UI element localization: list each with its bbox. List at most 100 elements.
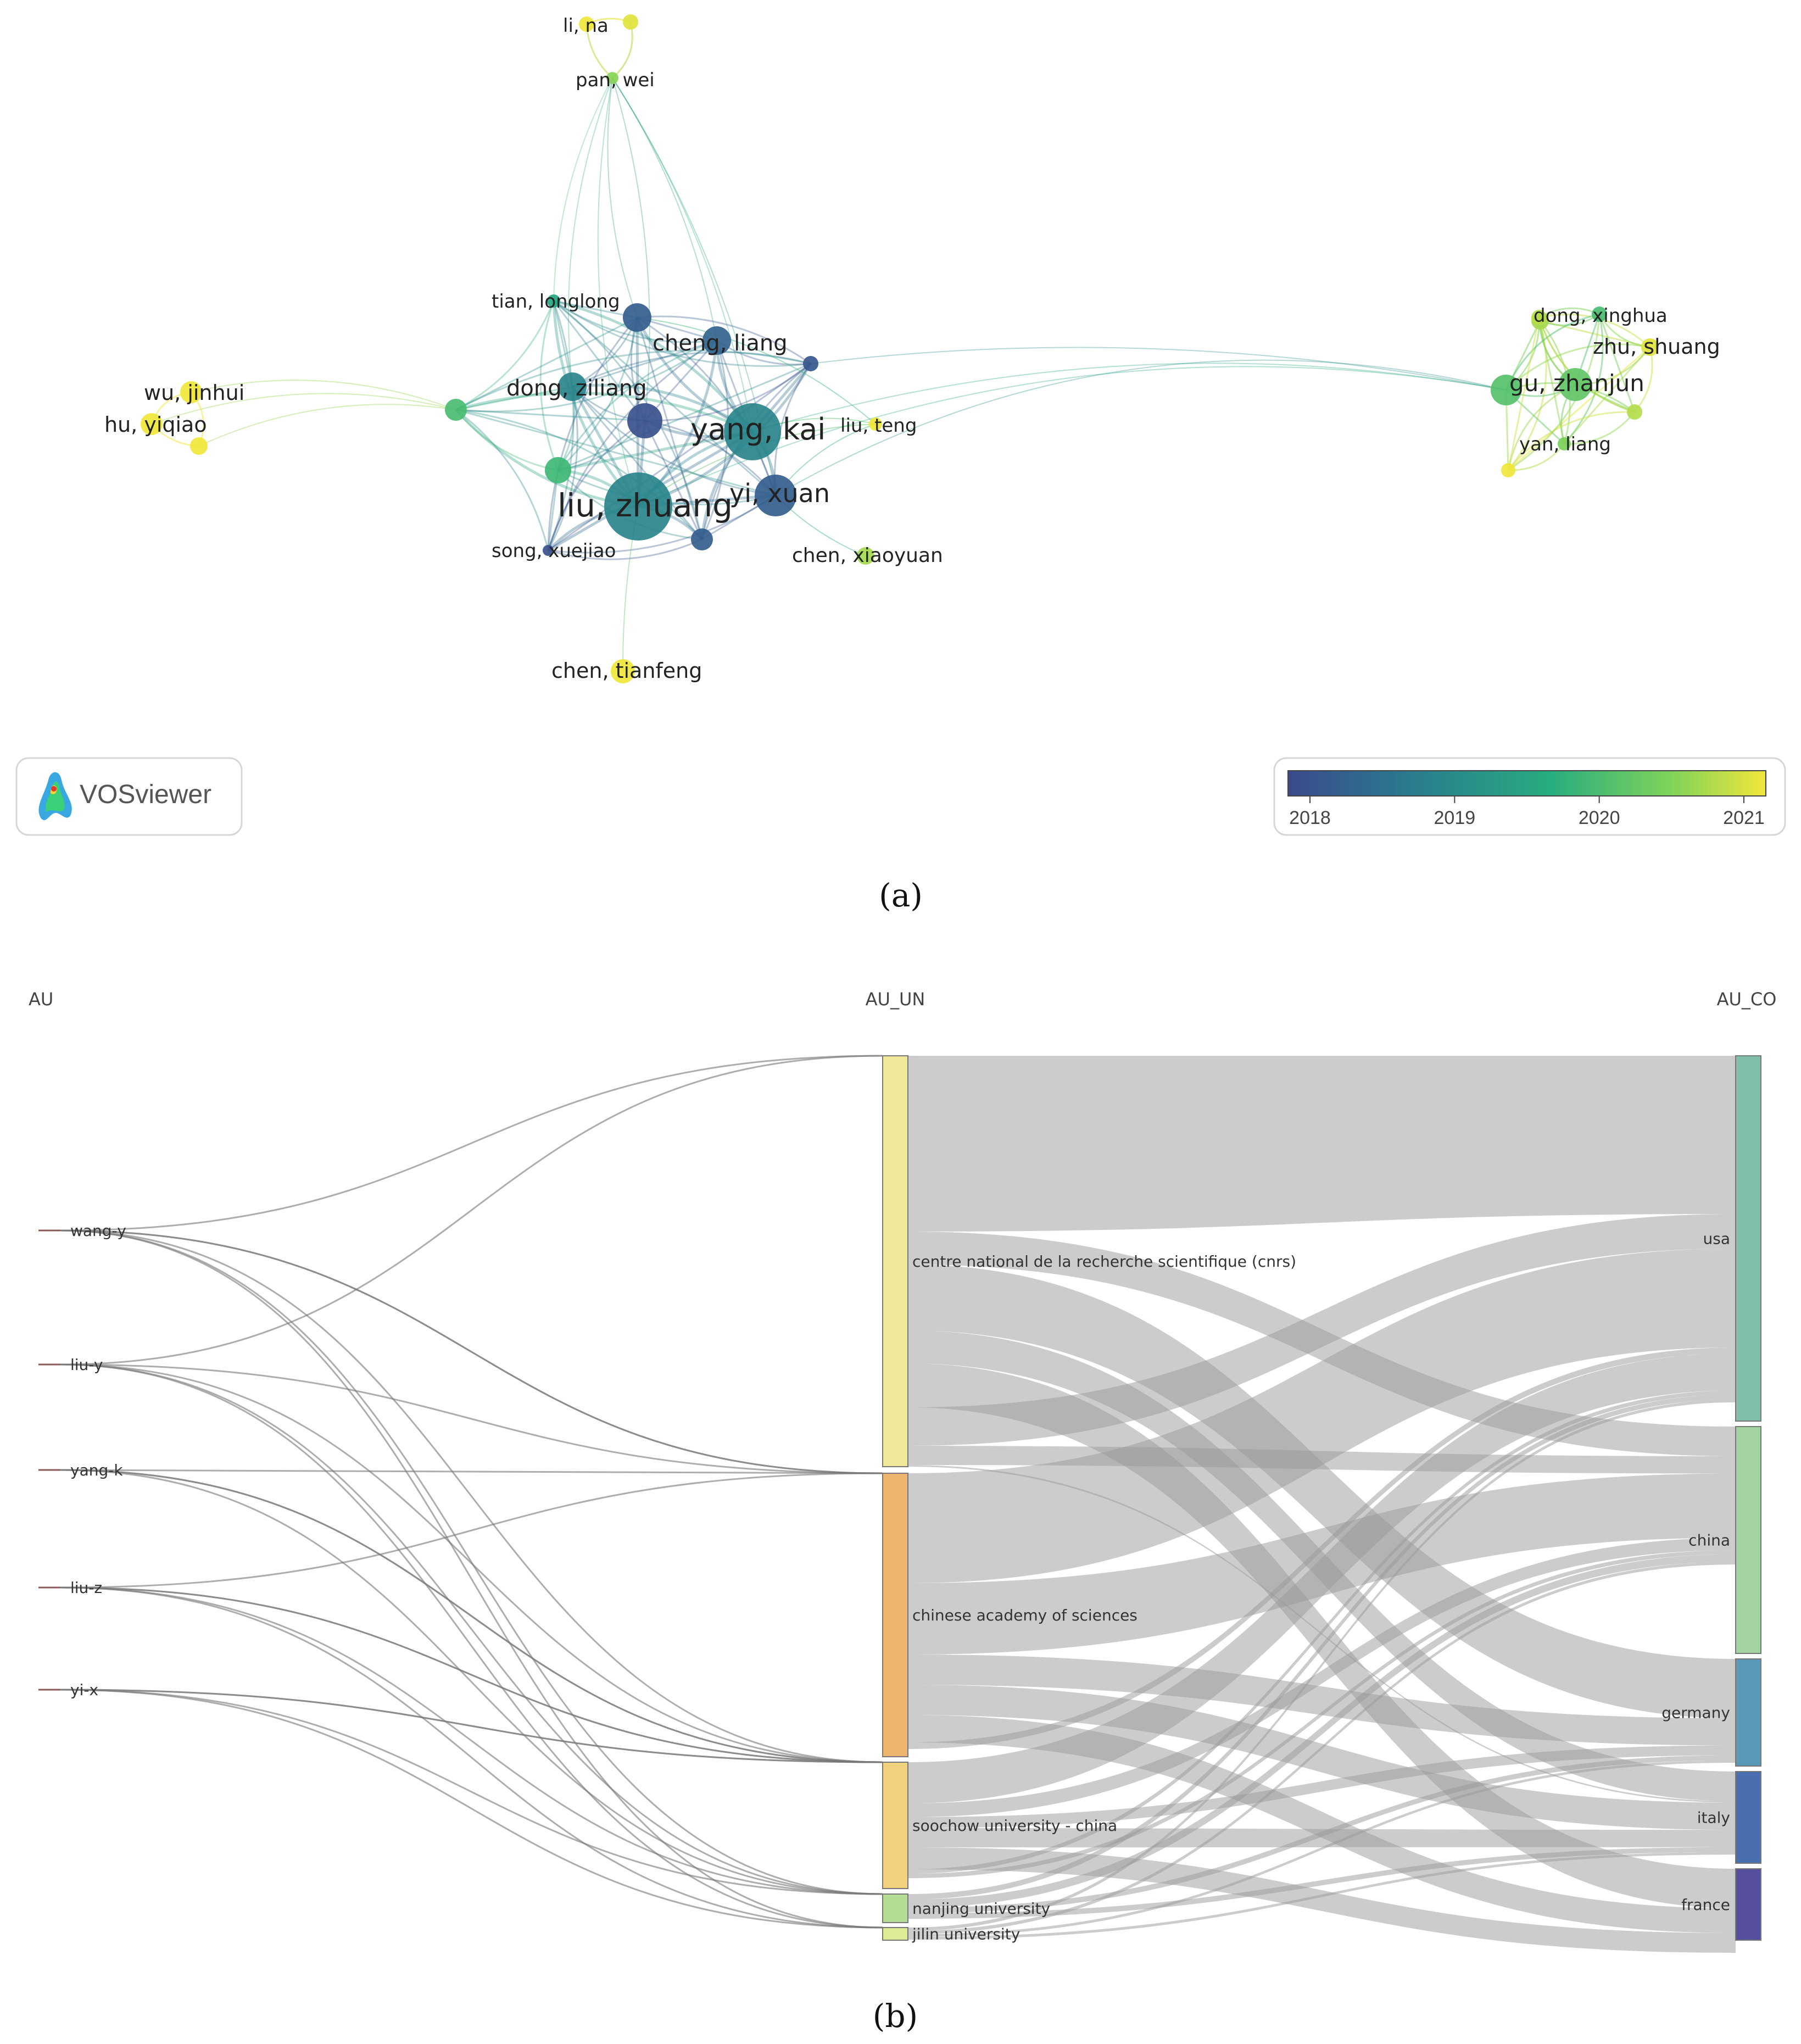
network-edge — [191, 380, 456, 410]
network-node — [724, 403, 781, 460]
network-node — [1531, 310, 1547, 325]
network-edge — [612, 77, 753, 432]
author-link — [60, 1363, 883, 1895]
network-node — [1559, 368, 1592, 401]
year-colorbar: 2018 2019 2020 2021 — [1273, 757, 1786, 836]
network-edge — [455, 409, 776, 497]
network-node — [141, 413, 163, 435]
network-node — [1641, 338, 1659, 356]
sankey-ribbon — [908, 1745, 1736, 1828]
network-node — [691, 528, 713, 550]
sankey-ribbons — [908, 1056, 1736, 1953]
network-edge — [1508, 346, 1651, 471]
network-node — [579, 16, 594, 32]
country-label: china — [1688, 1531, 1730, 1550]
network-edge — [548, 363, 811, 552]
sankey-ribbon — [908, 1353, 1736, 1803]
network-node — [604, 472, 672, 541]
network-node — [445, 399, 467, 421]
network-edge — [547, 339, 717, 551]
node-label: zhu, shuang — [1593, 335, 1720, 359]
network-node — [190, 437, 208, 455]
sankey-ribbon — [908, 1655, 1736, 1746]
node-label: dong, ziliang — [506, 376, 647, 401]
network-edge — [547, 386, 578, 551]
country-label: germany — [1661, 1704, 1730, 1722]
country-label: france — [1681, 1896, 1730, 1914]
node-label: yi, xuan — [729, 478, 830, 508]
network-edge — [607, 77, 638, 318]
node-label: li, na — [563, 15, 609, 37]
network-edge — [1598, 314, 1636, 413]
column-header: AU — [29, 989, 53, 1010]
sankey-ribbon — [908, 1056, 1736, 1232]
network-edge — [547, 300, 575, 551]
network-edge — [572, 351, 811, 388]
country-node — [1735, 1868, 1761, 1941]
column-headers: AU AU_UN AU_CO — [29, 989, 1776, 1010]
network-edge — [557, 317, 638, 471]
network-edge — [455, 409, 703, 541]
network-edge — [548, 538, 702, 560]
author-label: yi-x — [70, 1681, 98, 1699]
network-node — [1558, 437, 1571, 450]
colorbar-tick-label: 2020 — [1579, 807, 1620, 828]
sankey-ribbon — [908, 1347, 1736, 1749]
network-edge — [553, 300, 646, 421]
country-node — [1735, 1426, 1761, 1654]
network-edge — [1507, 317, 1540, 471]
country-node — [1735, 1771, 1761, 1864]
institution-label: soochow university - china — [912, 1817, 1117, 1835]
node-label: cheng, liang — [653, 331, 788, 356]
node-label: gu, zhanjun — [1509, 370, 1644, 397]
network-edge — [455, 386, 573, 411]
author-link — [60, 1229, 883, 1474]
institution-node — [882, 1473, 908, 1757]
colorbar-tick-label: 2018 — [1289, 807, 1331, 828]
network-edge — [547, 317, 638, 551]
author-link — [60, 1586, 883, 1895]
network-node — [1592, 307, 1607, 322]
network-edge — [1538, 317, 1565, 444]
node-label: yan, liang — [1519, 433, 1611, 455]
country-label: italy — [1697, 1809, 1730, 1827]
network-edge — [553, 299, 754, 433]
sankey-ribbon — [908, 1249, 1736, 1583]
network-edge — [612, 77, 650, 421]
network-node — [558, 372, 587, 401]
network-edge — [1508, 314, 1601, 471]
network-node — [623, 303, 651, 332]
network-edge — [1505, 313, 1600, 391]
country-label: usa — [1703, 1230, 1731, 1248]
sankey-ribbon — [908, 1394, 1736, 1900]
sankey-ribbon — [908, 1265, 1736, 1718]
network-node — [869, 417, 882, 431]
network-edge — [637, 316, 777, 496]
network-node — [623, 14, 638, 30]
node-label: song, xuejiao — [492, 540, 616, 562]
sankey-ribbon — [908, 1561, 1736, 1934]
node-label: yang, kai — [690, 412, 826, 447]
network-nodes: li, na pan, wei tian, longlong cheng, liang… — [104, 14, 1720, 683]
network-edge — [151, 393, 456, 425]
network-edge — [455, 409, 549, 551]
network-edge — [636, 317, 703, 540]
network-edge — [553, 300, 717, 343]
author-link — [60, 1229, 883, 1929]
author-label: wang-y — [70, 1222, 126, 1240]
sankey-ribbon — [908, 1847, 1736, 1919]
network-edge — [810, 347, 1507, 391]
network-edge — [1563, 314, 1604, 444]
sankey-ribbon — [908, 1852, 1736, 1940]
network-edge — [547, 420, 645, 551]
node-label: tian, longlong — [492, 291, 620, 313]
network-edge — [571, 386, 703, 540]
institution-node — [882, 1893, 908, 1923]
author-links — [60, 1055, 883, 1929]
network-node — [627, 403, 662, 438]
author-link — [60, 1363, 883, 1929]
caption-a: (a) — [879, 877, 923, 914]
colorbar-gradient — [1287, 770, 1766, 797]
institution-label: nanjing university — [912, 1900, 1050, 1918]
